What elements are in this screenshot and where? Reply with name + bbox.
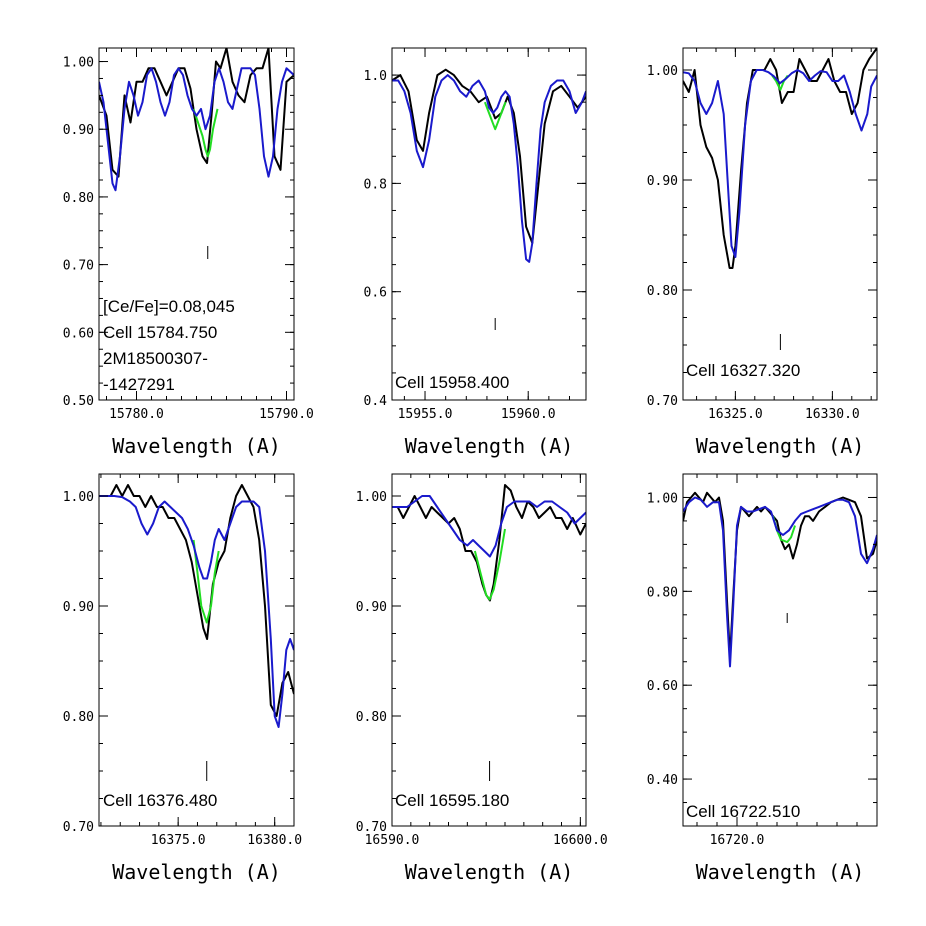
y-tick-label: 1.00 bbox=[63, 490, 94, 505]
panel-annotation: Cell 16722.510 bbox=[686, 802, 800, 821]
y-tick-label: 0.90 bbox=[63, 600, 94, 615]
x-axis-label: Wavelength (A) bbox=[112, 860, 281, 884]
y-tick-label: 1.00 bbox=[647, 491, 678, 506]
panel-annotation: Cell 15784.750 bbox=[103, 323, 217, 342]
fit-blue-line bbox=[392, 74, 586, 263]
x-tick-label: 15780.0 bbox=[109, 407, 164, 422]
panel-annotation: Cell 16595.180 bbox=[395, 791, 509, 810]
x-tick-label: 16325.0 bbox=[708, 407, 763, 422]
spectrum-panel-1: 0.50 0.60 0.70 0.80 0.90 1.00 15780.0 15790.0 Wa… bbox=[63, 47, 314, 458]
fit-blue-line bbox=[99, 495, 294, 728]
fit-blue-line bbox=[683, 496, 877, 668]
x-tick-label: 15790.0 bbox=[259, 407, 314, 422]
x-tick-label: 16380.0 bbox=[247, 833, 302, 848]
fit-blue-line bbox=[392, 495, 586, 558]
y-tick-label: 0.4 bbox=[364, 394, 388, 409]
observed-spectrum-line bbox=[392, 68, 586, 244]
y-tick-label: 0.90 bbox=[63, 123, 94, 138]
x-tick-label: 15960.0 bbox=[501, 407, 556, 422]
panel-annotation: [Ce/Fe]=0.08,045 bbox=[103, 297, 235, 316]
fit-green-line bbox=[192, 108, 219, 158]
observed-spectrum-line bbox=[99, 48, 294, 178]
x-axis-label: Wavelength (A) bbox=[112, 434, 281, 458]
x-tick-label: 16590.0 bbox=[365, 833, 420, 848]
spectrum-panel-2: 0.4 0.6 0.8 1.0 15955.0 15960.0 Wavelength (A)… bbox=[364, 47, 587, 458]
y-tick-label: 0.80 bbox=[647, 284, 678, 299]
y-tick-label: 0.50 bbox=[63, 394, 94, 409]
y-tick-label: 1.00 bbox=[63, 56, 94, 71]
fit-green-line bbox=[473, 528, 506, 601]
observed-spectrum-line bbox=[99, 484, 294, 717]
y-tick-label: 0.8 bbox=[364, 177, 387, 192]
y-tick-label: 1.00 bbox=[356, 490, 387, 505]
observed-spectrum-line bbox=[392, 484, 586, 602]
y-tick-label: 0.80 bbox=[647, 585, 678, 600]
fit-green-line bbox=[483, 101, 507, 131]
panel-frame bbox=[391, 47, 587, 401]
y-tick-label: 0.70 bbox=[647, 394, 678, 409]
observed-spectrum-line bbox=[683, 48, 877, 269]
panel-annotation: Cell 15958.400 bbox=[395, 373, 509, 392]
y-tick-label: 0.70 bbox=[356, 820, 387, 835]
y-tick-label: 0.80 bbox=[356, 710, 387, 725]
panel-annotation: -1427291 bbox=[103, 375, 175, 394]
x-tick-label: 16330.0 bbox=[805, 407, 860, 422]
panel-annotation: Cell 16376.480 bbox=[103, 791, 217, 810]
y-tick-label: 0.80 bbox=[63, 191, 94, 206]
y-tick-label: 0.90 bbox=[356, 600, 387, 615]
y-tick-label: 1.0 bbox=[364, 69, 387, 84]
y-tick-label: 0.40 bbox=[647, 773, 678, 788]
panel-frame bbox=[98, 473, 295, 827]
x-axis-label: Wavelength (A) bbox=[405, 434, 574, 458]
observed-spectrum-line bbox=[683, 491, 877, 658]
x-axis-label: Wavelength (A) bbox=[696, 434, 865, 458]
x-tick-label: 16720.0 bbox=[710, 833, 765, 848]
panel-annotation: 2M18500307- bbox=[103, 349, 208, 368]
x-tick-label: 16600.0 bbox=[553, 833, 608, 848]
x-axis-label: Wavelength (A) bbox=[696, 860, 865, 884]
spectrum-panel-3: 0.70 0.80 0.90 1.00 16325.0 16330.0 Wavelength… bbox=[647, 47, 878, 458]
y-tick-label: 0.60 bbox=[647, 679, 678, 694]
panel-frame bbox=[682, 473, 878, 827]
y-tick-label: 1.00 bbox=[647, 64, 678, 79]
y-tick-label: 0.70 bbox=[63, 820, 94, 835]
panel-frame bbox=[391, 473, 587, 827]
panel-frame bbox=[682, 47, 878, 401]
y-tick-label: 0.60 bbox=[63, 326, 94, 341]
x-tick-label: 16375.0 bbox=[151, 833, 206, 848]
y-tick-label: 0.6 bbox=[364, 286, 387, 301]
y-tick-label: 0.90 bbox=[647, 174, 678, 189]
spectrum-panel-6: 0.40 0.60 0.80 1.00 16720.0 Wavelength (A) Cel… bbox=[647, 473, 878, 884]
spectrum-panel-4: 0.70 0.80 0.90 1.00 16375.0 16380.0 Wavelength… bbox=[63, 473, 302, 884]
panel-annotation: Cell 16327.320 bbox=[686, 361, 800, 380]
spectrum-panel-5: 0.70 0.80 0.90 1.00 16590.0 16600.0 Wavelength… bbox=[356, 473, 608, 884]
y-tick-label: 0.70 bbox=[63, 259, 94, 274]
x-tick-label: 15955.0 bbox=[398, 407, 453, 422]
fit-green-line bbox=[192, 539, 220, 624]
y-tick-label: 0.80 bbox=[63, 710, 94, 725]
panel-frame bbox=[98, 47, 295, 401]
fit-blue-line bbox=[683, 69, 877, 258]
x-axis-label: Wavelength (A) bbox=[405, 860, 574, 884]
fit-blue-line bbox=[99, 67, 294, 192]
